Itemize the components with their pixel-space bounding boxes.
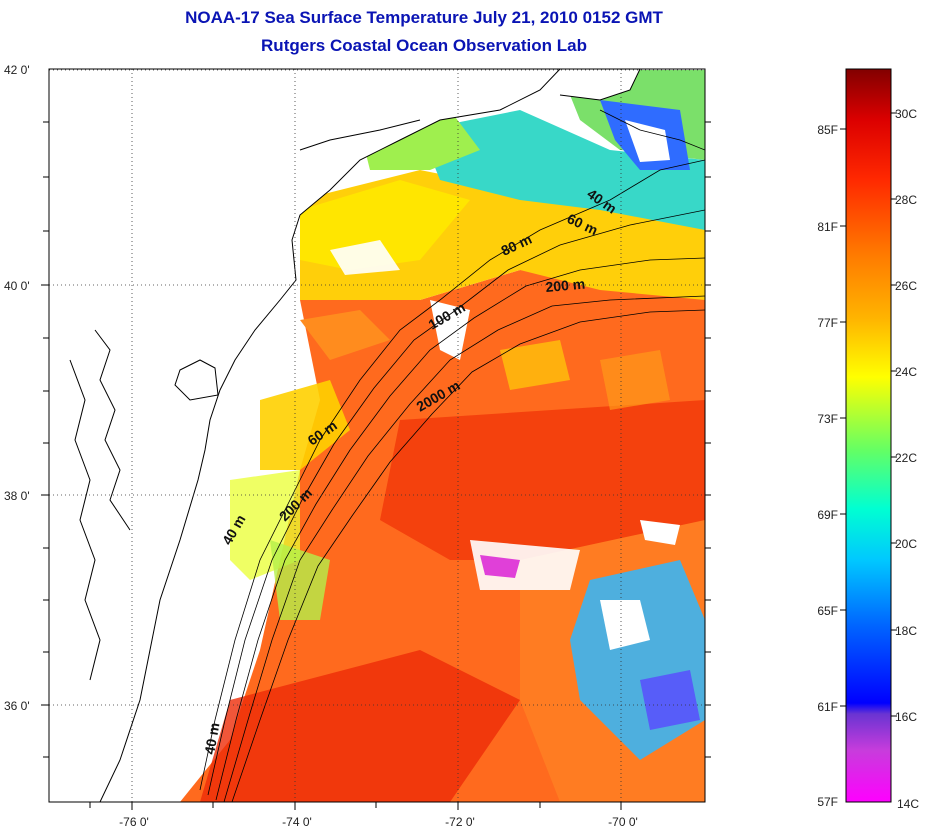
coastline xyxy=(69,69,641,802)
map-title: NOAA-17 Sea Surface Temperature July 21,… xyxy=(185,8,663,27)
lon-label: -74 0' xyxy=(282,815,312,829)
lon-tick-labels: -76 0' -74 0' -72 0' -70 0' xyxy=(119,815,638,829)
lat-label: 40 0' xyxy=(4,279,30,293)
cb-f-label: 57F xyxy=(817,795,838,809)
cb-c-label: 28C xyxy=(895,193,917,207)
contour-label: 200 m xyxy=(545,276,586,295)
cb-f-label: 81F xyxy=(817,220,838,234)
colorbar-ticks xyxy=(840,112,897,717)
lat-label: 36 0' xyxy=(4,699,30,713)
cb-f-label: 77F xyxy=(817,316,838,330)
cb-c-label: 18C xyxy=(895,624,917,638)
cb-f-label: 85F xyxy=(817,123,838,137)
cb-f-label: 73F xyxy=(817,412,838,426)
map-subtitle: Rutgers Coastal Ocean Observation Lab xyxy=(261,36,587,55)
cb-c-label: 14C xyxy=(897,797,919,811)
contour-label: 40 m xyxy=(201,721,222,755)
cb-f-label: 61F xyxy=(817,700,838,714)
cb-c-label: 30C xyxy=(895,107,917,121)
lat-label: 42 0' xyxy=(4,63,30,77)
cb-c-label: 16C xyxy=(895,710,917,724)
cb-c-label: 24C xyxy=(895,365,917,379)
colorbar-fahrenheit-labels: 85F 81F 77F 73F 69F 65F 61F 57F xyxy=(817,123,838,809)
lon-label: -76 0' xyxy=(119,815,149,829)
lat-label: 38 0' xyxy=(4,489,30,503)
map-frame xyxy=(48,68,706,803)
frame-ticks xyxy=(41,121,711,810)
colorbar xyxy=(845,68,892,803)
lon-label: -72 0' xyxy=(445,815,475,829)
cb-f-label: 65F xyxy=(817,604,838,618)
lon-label: -70 0' xyxy=(608,815,638,829)
cb-c-label: 26C xyxy=(895,279,917,293)
graticule xyxy=(49,69,705,802)
colorbar-celsius-labels: 30C 28C 26C 24C 22C 20C 18C 16C 14C xyxy=(895,107,919,811)
isobaths xyxy=(199,109,705,802)
cb-c-label: 20C xyxy=(895,537,917,551)
cb-c-label: 22C xyxy=(895,451,917,465)
lat-tick-labels: 42 0' 40 0' 38 0' 36 0' xyxy=(4,63,30,713)
cb-f-label: 69F xyxy=(817,508,838,522)
